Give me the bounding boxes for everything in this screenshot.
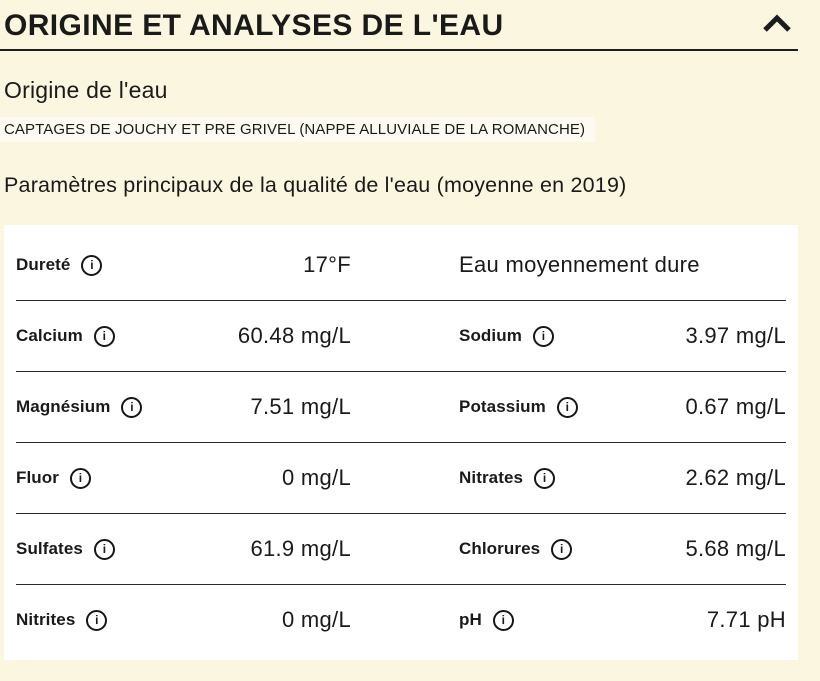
param-label-text: Calcium	[16, 326, 83, 345]
info-icon[interactable]: i	[81, 254, 103, 276]
table-row: Dureté i 17°F Eau moyennement dure	[16, 230, 786, 300]
param-value: 5.68 mg/L	[685, 536, 786, 561]
table-row: Sulfates i 61.9 mg/L Chlorures i 5.68 mg…	[16, 513, 786, 584]
param-label-nitrites: Nitrites i	[16, 609, 201, 631]
param-value: 0 mg/L	[281, 607, 351, 632]
param-value: 17°F	[303, 252, 351, 277]
param-label-text: Sulfates	[16, 539, 83, 558]
param-label-chlorures: Chlorures i	[459, 538, 644, 560]
param-label-magnesium: Magnésium i	[16, 396, 201, 418]
param-label-text: Potassium	[459, 397, 546, 416]
info-icon[interactable]: i	[93, 538, 115, 560]
parameters-heading: Paramètres principaux de la qualité de l…	[4, 173, 627, 197]
param-label-text: pH	[459, 610, 482, 629]
param-label-text: Chlorures	[459, 539, 541, 558]
param-label-ph: pH i	[459, 609, 644, 631]
table-row: Nitrites i 0 mg/L pH i 7.71 pH	[16, 584, 786, 655]
table-row: Calcium i 60.48 mg/L Sodium i 3.97 mg/L	[16, 300, 786, 371]
param-value: 3.97 mg/L	[685, 323, 786, 348]
param-label-text: Magnésium	[16, 397, 111, 416]
info-icon[interactable]: i	[551, 538, 573, 560]
info-icon[interactable]: i	[93, 325, 115, 347]
param-value: 7.71 pH	[706, 607, 786, 632]
info-icon[interactable]: i	[86, 609, 108, 631]
table-row: Magnésium i 7.51 mg/L Potassium i 0.67 m…	[16, 371, 786, 442]
info-icon[interactable]: i	[532, 325, 554, 347]
param-label-nitrates: Nitrates i	[459, 467, 644, 489]
info-icon[interactable]: i	[70, 467, 91, 489]
param-label-text: Nitrates	[459, 468, 524, 487]
origin-source-text: CAPTAGES DE JOUCHY ET PRE GRIVEL (NAPPE …	[0, 117, 596, 142]
info-icon[interactable]: i	[534, 467, 556, 489]
param-value: 61.9 mg/L	[250, 536, 351, 561]
table-row: Fluor i 0 mg/L Nitrates i 2.62 mg/L	[16, 442, 786, 513]
param-label-sulfates: Sulfates i	[16, 538, 201, 560]
origin-heading: Origine de l'eau	[4, 77, 168, 103]
param-note: Eau moyennement dure	[459, 252, 700, 277]
collapse-button[interactable]	[760, 12, 794, 39]
water-analysis-section: ORIGINE ET ANALYSES DE L'EAU Origine de …	[0, 0, 798, 660]
param-value: 60.48 mg/L	[237, 323, 351, 348]
info-icon[interactable]: i	[121, 396, 143, 418]
param-value: 7.51 mg/L	[250, 394, 351, 419]
param-value: 0.67 mg/L	[685, 394, 786, 419]
param-label-potassium: Potassium i	[459, 396, 644, 418]
origin-source-line: CAPTAGES DE JOUCHY ET PRE GRIVEL (NAPPE …	[0, 117, 798, 142]
chevron-up-icon	[760, 12, 794, 39]
param-label-text: Fluor	[16, 468, 59, 487]
param-label-text: Nitrites	[16, 610, 76, 629]
param-label-durete: Dureté i	[16, 254, 201, 276]
section-title: ORIGINE ET ANALYSES DE L'EAU	[4, 9, 504, 42]
param-value: 2.62 mg/L	[685, 465, 786, 490]
info-icon[interactable]: i	[492, 609, 514, 631]
param-label-calcium: Calcium i	[16, 325, 201, 347]
param-label-sodium: Sodium i	[459, 325, 644, 347]
param-label-text: Dureté	[16, 255, 71, 274]
param-label-fluor: Fluor i	[16, 467, 201, 489]
param-label-text: Sodium	[459, 326, 522, 345]
accordion-header[interactable]: ORIGINE ET ANALYSES DE L'EAU	[0, 0, 798, 51]
param-value: 0 mg/L	[281, 465, 351, 490]
parameters-table: Dureté i 17°F Eau moyennement dure Calci…	[4, 225, 798, 660]
info-icon[interactable]: i	[556, 396, 578, 418]
